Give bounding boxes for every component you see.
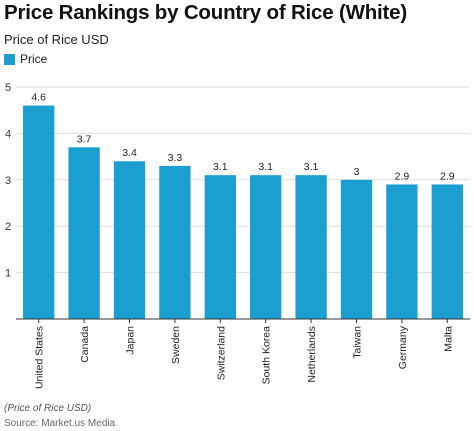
x-tick-label: Canada [79,326,91,363]
chart-title: Price Rankings by Country of Rice (White… [4,1,407,24]
x-tick-label: Germany [397,325,409,369]
data-label: 3.3 [168,152,183,164]
x-tick-label: Netherlands [306,326,318,383]
y-tick-label: 3 [5,175,11,187]
x-tick-label: Switzerland [215,326,227,380]
x-tick-label: United States [34,326,46,389]
legend-swatch [4,53,15,65]
data-label: 3.1 [213,161,228,173]
bar [159,165,191,319]
x-tick-label: Taiwan [352,326,364,359]
bar [68,147,100,319]
bar [250,175,282,319]
footnote: (Price of Rice USD) [4,403,92,414]
bar [431,184,463,319]
data-label: 4.6 [31,92,46,104]
bar [23,105,55,319]
bar [204,175,236,319]
data-label: 3 [354,166,360,178]
data-label: 3.7 [77,133,92,145]
data-label: 3.1 [258,161,273,173]
source-note: Source: Market.us Media [4,418,116,429]
chart-subtitle: Price of Rice USD [4,32,109,47]
legend-label: Price [20,52,48,66]
x-tick-label: Malta [442,326,454,352]
x-tick-label: South Korea [261,326,273,385]
y-tick-label: 4 [5,128,11,140]
x-tick-label: Sweden [170,326,182,364]
y-tick-label: 1 [5,268,11,280]
y-tick-label: 2 [5,221,11,233]
y-tick-label: 5 [5,82,11,94]
x-tick-label: Japan [125,326,137,355]
data-label: 2.9 [440,170,455,182]
data-label: 3.4 [122,147,137,159]
bar [295,175,327,319]
bar [340,179,373,319]
data-label: 3.1 [304,161,319,173]
bar [113,161,146,319]
data-label: 2.9 [395,170,410,182]
legend: Price [4,52,47,66]
bar [386,184,418,319]
